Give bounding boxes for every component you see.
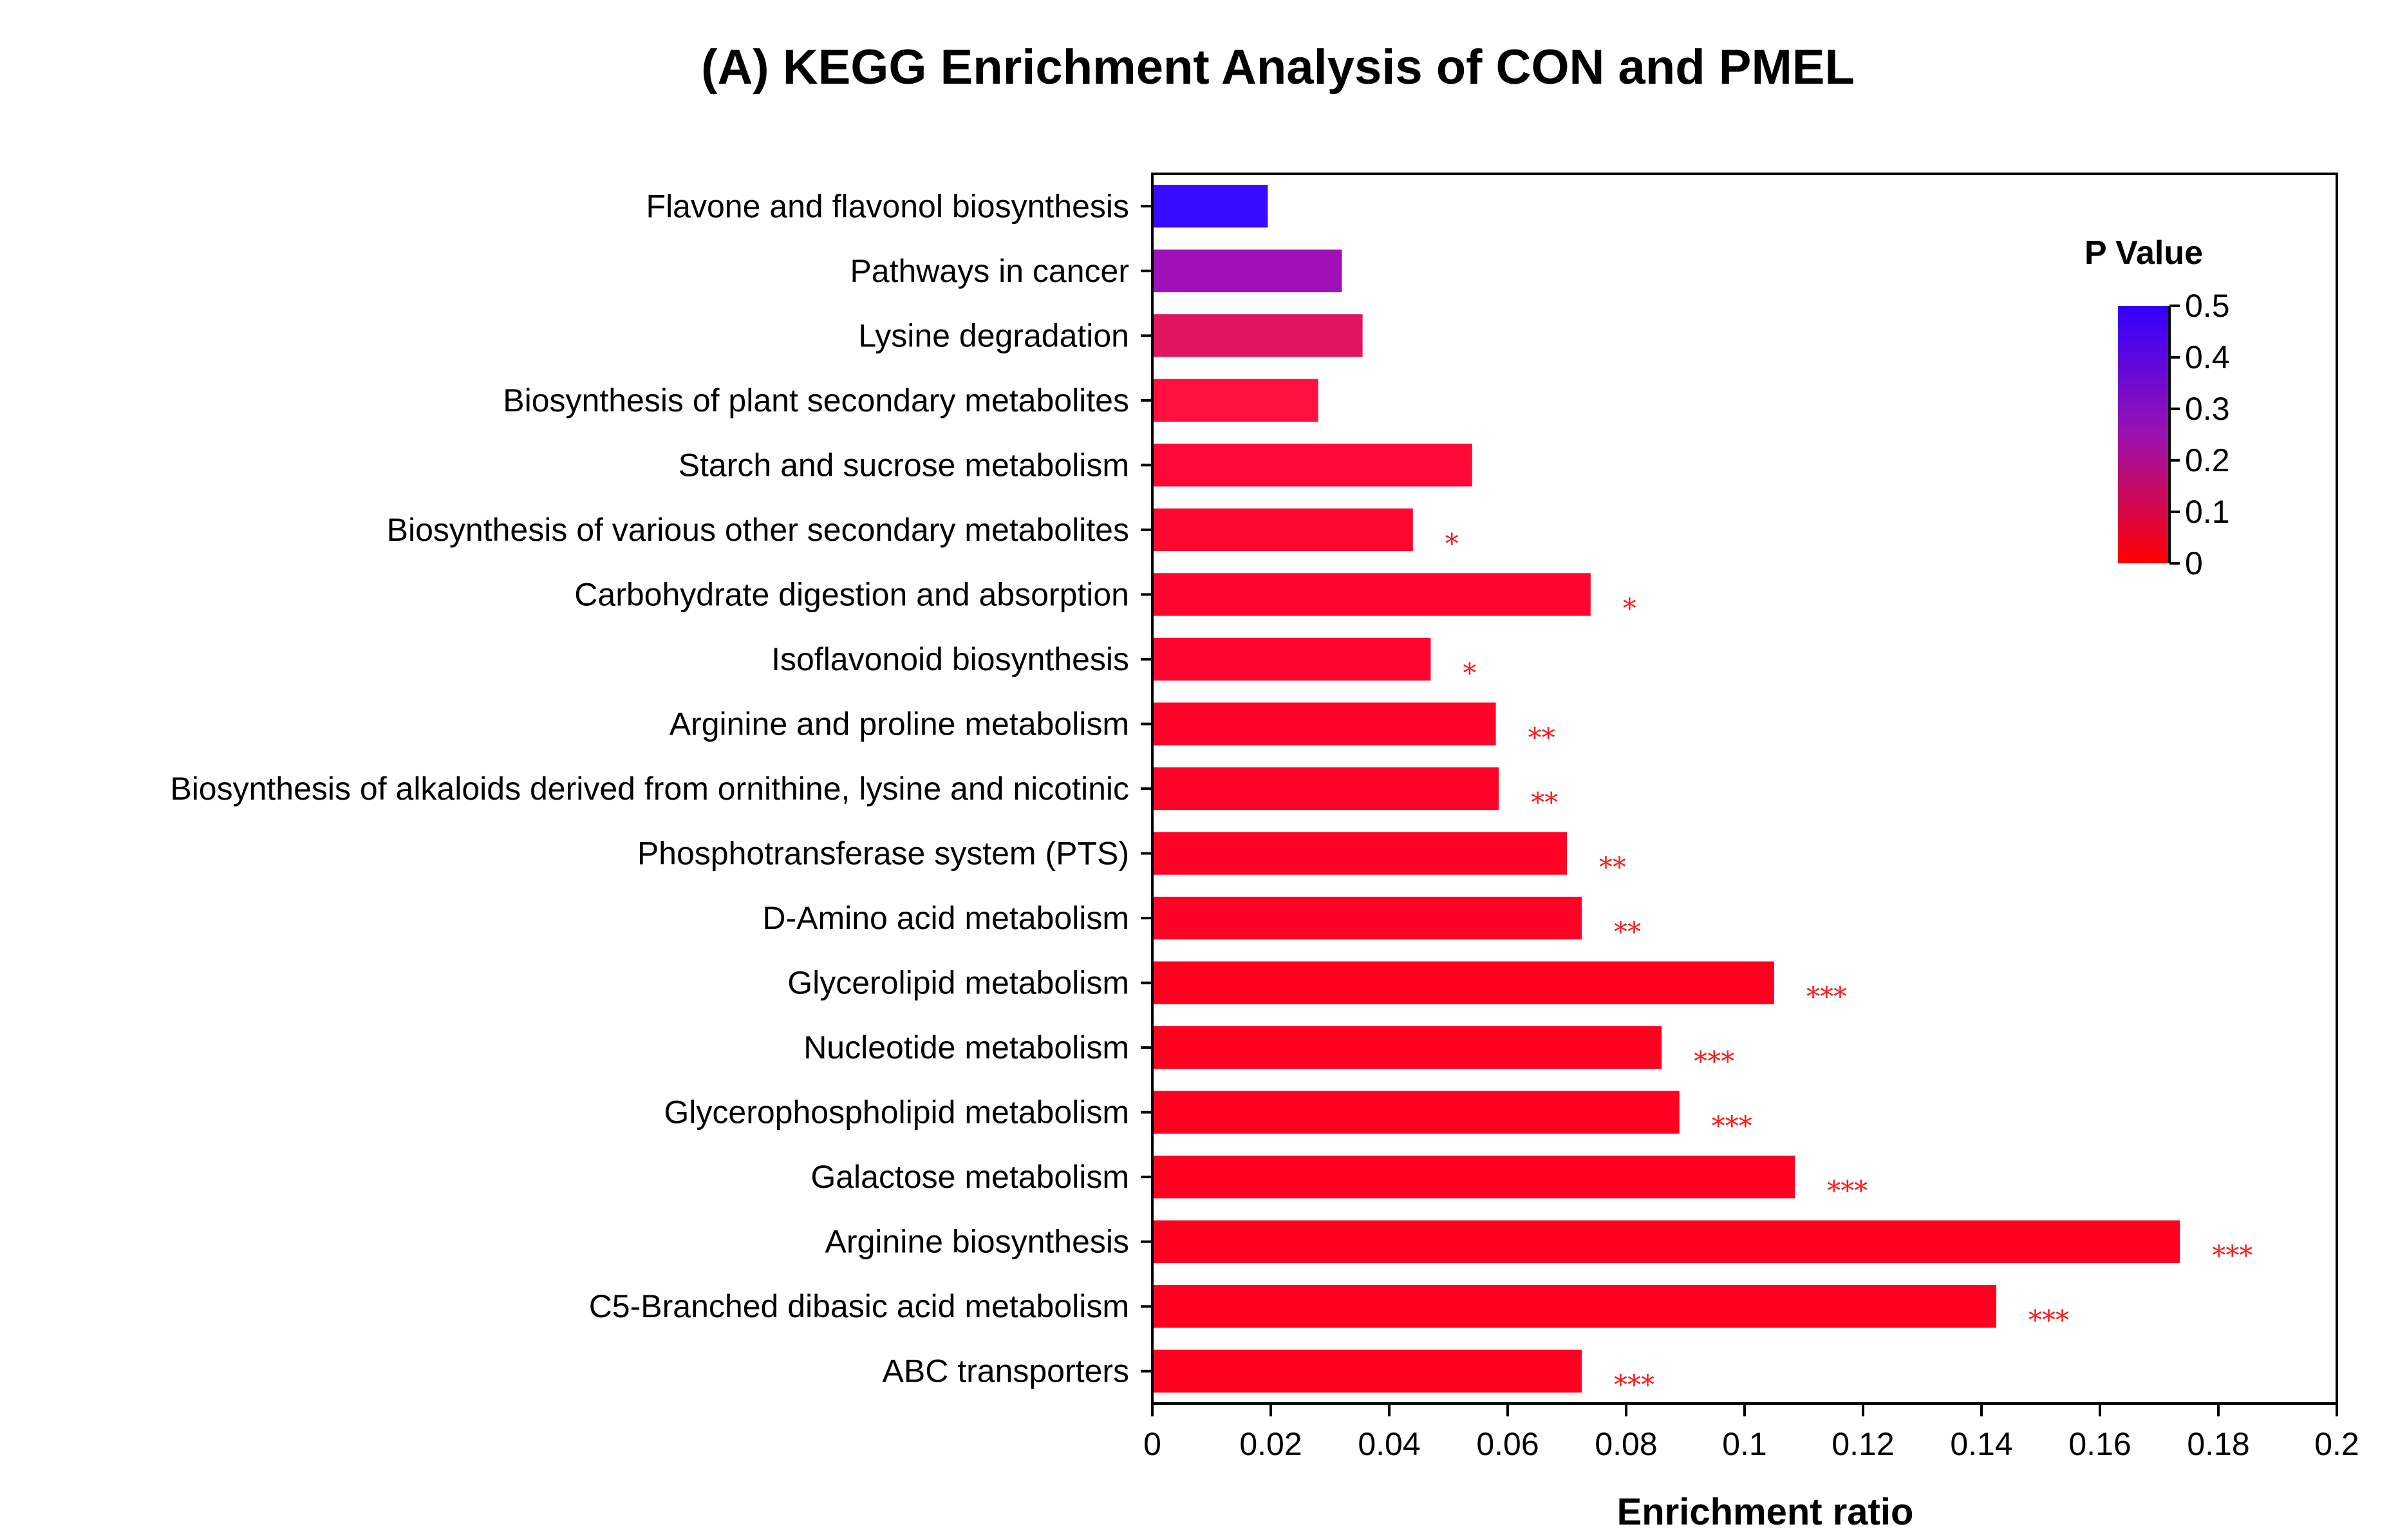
category-label: Biosynthesis of various other secondary …: [387, 512, 1129, 548]
category-label: Flavone and flavonol biosynthesis: [646, 188, 1129, 224]
x-axis-title: Enrichment ratio: [1617, 1491, 1914, 1533]
bar-8: [1154, 637, 1431, 681]
x-tick-label: 0.18: [2187, 1426, 2249, 1462]
category-label: ABC transporters: [883, 1353, 1129, 1389]
bar-10: [1154, 767, 1499, 811]
significance-marker: **: [1531, 787, 1558, 818]
category-label: Starch and sucrose metabolism: [679, 447, 1129, 483]
category-label: Arginine and proline metabolism: [670, 706, 1129, 742]
category-label: C5-Branched dibasic acid metabolism: [589, 1288, 1129, 1324]
category-label: Arginine biosynthesis: [825, 1224, 1130, 1260]
bar-3: [1154, 314, 1363, 357]
bar-1: [1154, 185, 1268, 228]
bar-18: [1154, 1285, 1996, 1328]
significance-marker: *: [1623, 592, 1636, 624]
significance-marker: ***: [2028, 1304, 2069, 1336]
plot-area: Flavone and flavonol biosynthesis Pathway…: [170, 173, 2359, 1462]
x-tick-label: 0.2: [2314, 1426, 2359, 1462]
colorbar-tick-label: 0: [2185, 545, 2203, 581]
colorbar: [2118, 306, 2169, 563]
p-value-legend: P Value 0.5 0.4 0.3 0.2 0.1 0: [2084, 234, 2230, 581]
category-label: Carbohydrate digestion and absorption: [574, 576, 1129, 612]
bar-16: [1154, 1155, 1795, 1199]
x-tick-label: 0.1: [1722, 1426, 1767, 1462]
x-tick-label: 0.04: [1358, 1426, 1420, 1462]
colorbar-tick-label: 0.3: [2185, 391, 2230, 427]
category-label: Glycerolipid metabolism: [787, 965, 1129, 1001]
bar-11: [1154, 832, 1567, 875]
category-label: Nucleotide metabolism: [803, 1029, 1129, 1066]
x-tick-label: 0.16: [2068, 1426, 2131, 1462]
significance-marker: *: [1445, 528, 1459, 559]
bar-4: [1154, 379, 1318, 422]
category-label: Glycerophospholipid metabolism: [664, 1094, 1129, 1131]
bar-13: [1154, 961, 1774, 1004]
colorbar-tick-label: 0.5: [2185, 288, 2230, 324]
category-label: Phosphotransferase system (PTS): [637, 836, 1129, 872]
bar-2: [1154, 249, 1342, 292]
bar-14: [1154, 1026, 1662, 1069]
significance-marker: ***: [1806, 981, 1847, 1013]
significance-marker: ***: [1694, 1046, 1734, 1077]
significance-marker: ***: [1827, 1175, 1868, 1207]
bar-12: [1154, 896, 1582, 940]
category-label: Galactose metabolism: [810, 1159, 1129, 1195]
x-tick-label: 0.06: [1476, 1426, 1539, 1462]
significance-marker: **: [1528, 722, 1555, 753]
x-tick-label: 0: [1143, 1426, 1161, 1462]
significance-marker: **: [1614, 916, 1641, 948]
colorbar-tick-label: 0.2: [2185, 442, 2230, 478]
bar-19: [1154, 1349, 1582, 1393]
significance-marker: ***: [2212, 1240, 2253, 1272]
x-tick-label: 0.08: [1595, 1426, 1657, 1462]
category-label: Pathways in cancer: [850, 253, 1129, 289]
significance-marker: ***: [1712, 1111, 1752, 1142]
category-label: Biosynthesis of alkaloids derived from o…: [170, 771, 1129, 807]
bar-7: [1154, 573, 1591, 616]
significance-marker: *: [1463, 657, 1476, 689]
bar-15: [1154, 1091, 1680, 1134]
colorbar-tick-label: 0.1: [2185, 494, 2230, 530]
bar-9: [1154, 702, 1496, 746]
legend-title: P Value: [2084, 234, 2203, 272]
x-tick-label: 0.12: [1831, 1426, 1894, 1462]
bar-5: [1154, 444, 1472, 487]
significance-marker: **: [1599, 852, 1626, 883]
category-label: D-Amino acid metabolism: [762, 900, 1129, 936]
bar-17: [1154, 1220, 2180, 1263]
significance-marker: ***: [1614, 1369, 1654, 1401]
category-label: Biosynthesis of plant secondary metaboli…: [503, 382, 1129, 418]
bar-6: [1154, 508, 1413, 552]
colorbar-tick-label: 0.4: [2185, 339, 2230, 375]
x-tick-label: 0.14: [1950, 1426, 2012, 1462]
x-tick-label: 0.02: [1239, 1426, 1302, 1462]
category-label: Isoflavonoid biosynthesis: [771, 641, 1129, 677]
category-label: Lysine degradation: [858, 317, 1129, 353]
chart-title: (A) KEGG Enrichment Analysis of CON and …: [701, 40, 1855, 95]
